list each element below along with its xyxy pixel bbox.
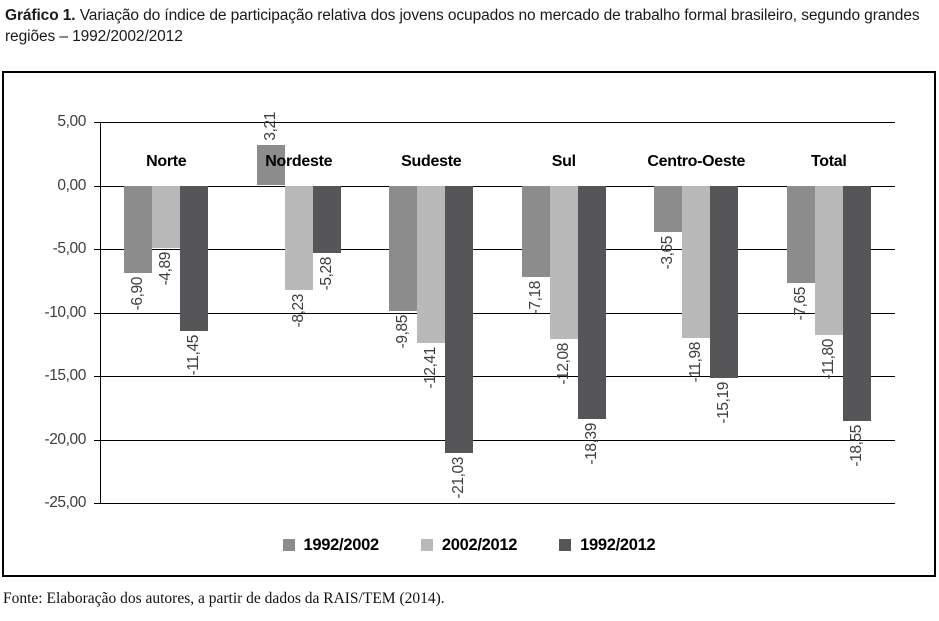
y-axis-tick: [94, 503, 100, 504]
gridline: [100, 249, 895, 250]
y-axis-tick-label: -15,00: [44, 367, 86, 384]
bar: [180, 185, 209, 331]
y-axis-tick: [94, 439, 100, 441]
bar: [786, 185, 815, 283]
chart-legend: 1992/2002 2002/2012 1992/2012: [4, 535, 934, 555]
category-label: Centro-Oeste: [647, 152, 746, 170]
chart-title-label: Gráfico 1.: [5, 7, 76, 24]
legend-label: 1992/2002: [303, 535, 380, 554]
legend-item: 2002/2012: [420, 535, 518, 555]
legend-label: 2002/2012: [441, 535, 518, 554]
legend-label: 1992/2012: [580, 535, 656, 554]
y-axis-tick-label: -20,00: [44, 430, 86, 448]
y-axis-line: [100, 122, 101, 504]
gridline: [100, 439, 895, 441]
y-axis-tick: [94, 122, 100, 123]
chart-title: Gráfico 1. Variação do índice de partici…: [5, 5, 933, 47]
legend-swatch: [420, 539, 433, 551]
bar: [814, 185, 843, 336]
bar-value-label: 3,21: [261, 112, 279, 141]
y-axis-tick-label: -10,00: [44, 303, 86, 321]
bar: [577, 185, 606, 420]
bar-value-label: -11,98: [687, 341, 705, 383]
bar: [152, 185, 181, 248]
bar-value-label: -7,65: [791, 286, 809, 320]
gridline: [100, 122, 895, 123]
bar-value-label: -9,85: [394, 314, 412, 348]
bar-chart-plot-area: 5,00 0,00 -5,00 -10,00 -15,00 -20,00 -25,00 -6,…: [4, 73, 934, 575]
bar: [842, 185, 871, 422]
y-axis-tick-label: 5,00: [57, 113, 86, 130]
bar-value-label: -12,41: [422, 347, 440, 389]
bar-value-label: -15,19: [715, 382, 733, 424]
bar-value-label: -7,18: [526, 280, 544, 315]
gridline: [100, 312, 895, 314]
bar: [389, 185, 418, 311]
bar-value-label: -5,28: [317, 256, 335, 290]
chart-frame: 5,00 0,00 -5,00 -10,00 -15,00 -20,00 -25,00 -6,…: [2, 71, 936, 577]
category-label: Total: [810, 152, 847, 170]
bar: [124, 185, 153, 274]
bar-value-label: -18,39: [582, 423, 600, 465]
legend-item: 1992/2012: [559, 535, 656, 555]
bar: [521, 185, 550, 277]
category-label: Norte: [146, 152, 187, 170]
bar: [654, 185, 683, 232]
y-axis-tick-label: 0,00: [57, 176, 86, 194]
category-label: Sudeste: [401, 152, 462, 170]
source-note: Fonte: Elaboração dos autores, a partir …: [3, 590, 445, 607]
bar-value-label: -6,90: [129, 277, 147, 311]
bar-value-label: -12,08: [554, 342, 572, 385]
bar: [284, 185, 313, 291]
bar-value-label: -4,89: [157, 251, 175, 285]
gridline: [100, 185, 895, 187]
chart-title-text: Variação do índice de participação relat…: [5, 7, 920, 45]
y-axis-tick: [94, 249, 100, 250]
bar: [445, 185, 474, 453]
bar: [312, 185, 341, 253]
gridline: [100, 503, 895, 504]
legend-swatch: [282, 539, 295, 551]
bar: [417, 185, 446, 344]
bar-value-label: -18,55: [847, 425, 865, 467]
category-label: Nordeste: [265, 152, 333, 170]
legend-swatch: [559, 539, 572, 551]
bar: [682, 185, 711, 338]
bar-value-label: -11,80: [819, 339, 837, 380]
bar: [549, 185, 578, 339]
y-axis-tick-label: -25,00: [44, 494, 86, 511]
legend-item: 1992/2002: [282, 535, 380, 555]
y-axis-tick: [94, 376, 100, 377]
bar: [710, 185, 739, 379]
bar: [256, 144, 285, 186]
bar-value-label: -11,45: [185, 334, 203, 376]
gridline: [100, 376, 895, 377]
y-axis-tick: [94, 185, 100, 187]
bar-value-label: -21,03: [450, 456, 468, 499]
bar-value-label: -3,65: [659, 235, 677, 270]
y-axis-tick-label: -5,00: [52, 240, 87, 257]
bar-value-label: -8,23: [289, 294, 307, 328]
category-label: Sul: [551, 152, 576, 170]
y-axis-tick: [94, 312, 100, 314]
